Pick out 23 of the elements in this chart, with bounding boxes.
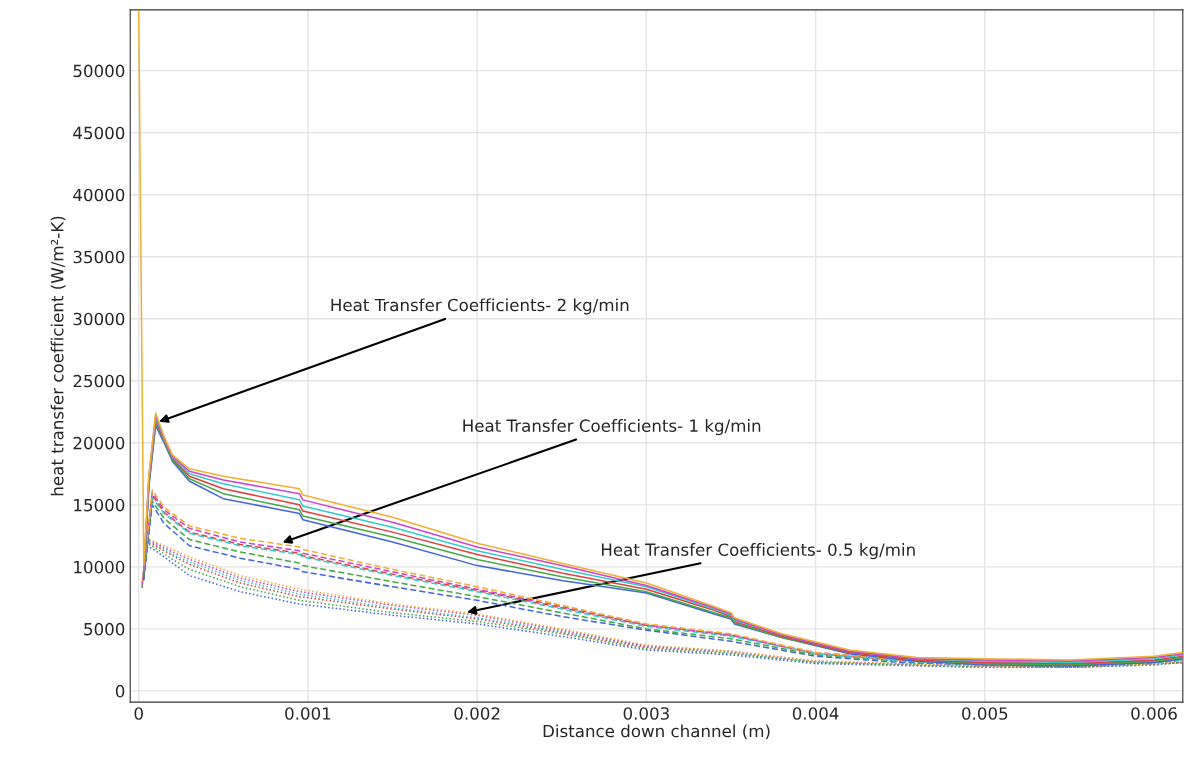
x-tick-label: 0.004 xyxy=(792,707,839,720)
y-tick-label: 50000 xyxy=(73,64,125,78)
x-tick-label: 0.006 xyxy=(1131,707,1177,720)
y-axis-title: heat transfer coefficient (W/m²-K) xyxy=(50,216,66,496)
y-tick-label: 25000 xyxy=(73,374,125,388)
x-tick-label: 0.003 xyxy=(623,707,669,720)
y-tick-label: 45000 xyxy=(73,126,125,140)
y-tick-label: 0 xyxy=(115,684,125,698)
y-tick-label: 5000 xyxy=(84,622,125,636)
annotation: Heat Transfer Coefficients- 0.5 kg/min xyxy=(601,543,915,560)
y-tick-label: 35000 xyxy=(73,250,125,264)
annotation: Heat Transfer Coefficients- 2 kg/min xyxy=(331,298,629,315)
y-tick-label: 20000 xyxy=(73,436,125,450)
x-tick-label: 0 xyxy=(134,707,143,720)
x-tick-label: 0.005 xyxy=(962,707,1008,720)
y-tick-label: 10000 xyxy=(74,560,125,574)
y-tick-label: 30000 xyxy=(73,312,125,326)
y-tick-label: 40000 xyxy=(73,188,125,202)
x-tick-label: 0.001 xyxy=(285,707,331,720)
x-tick-label: 0.002 xyxy=(454,707,500,720)
x-axis-title: Distance down channel (m) xyxy=(543,724,770,740)
annotation: Heat Transfer Coefficients- 1 kg/min xyxy=(463,419,761,436)
y-tick-label: 15000 xyxy=(74,498,125,512)
